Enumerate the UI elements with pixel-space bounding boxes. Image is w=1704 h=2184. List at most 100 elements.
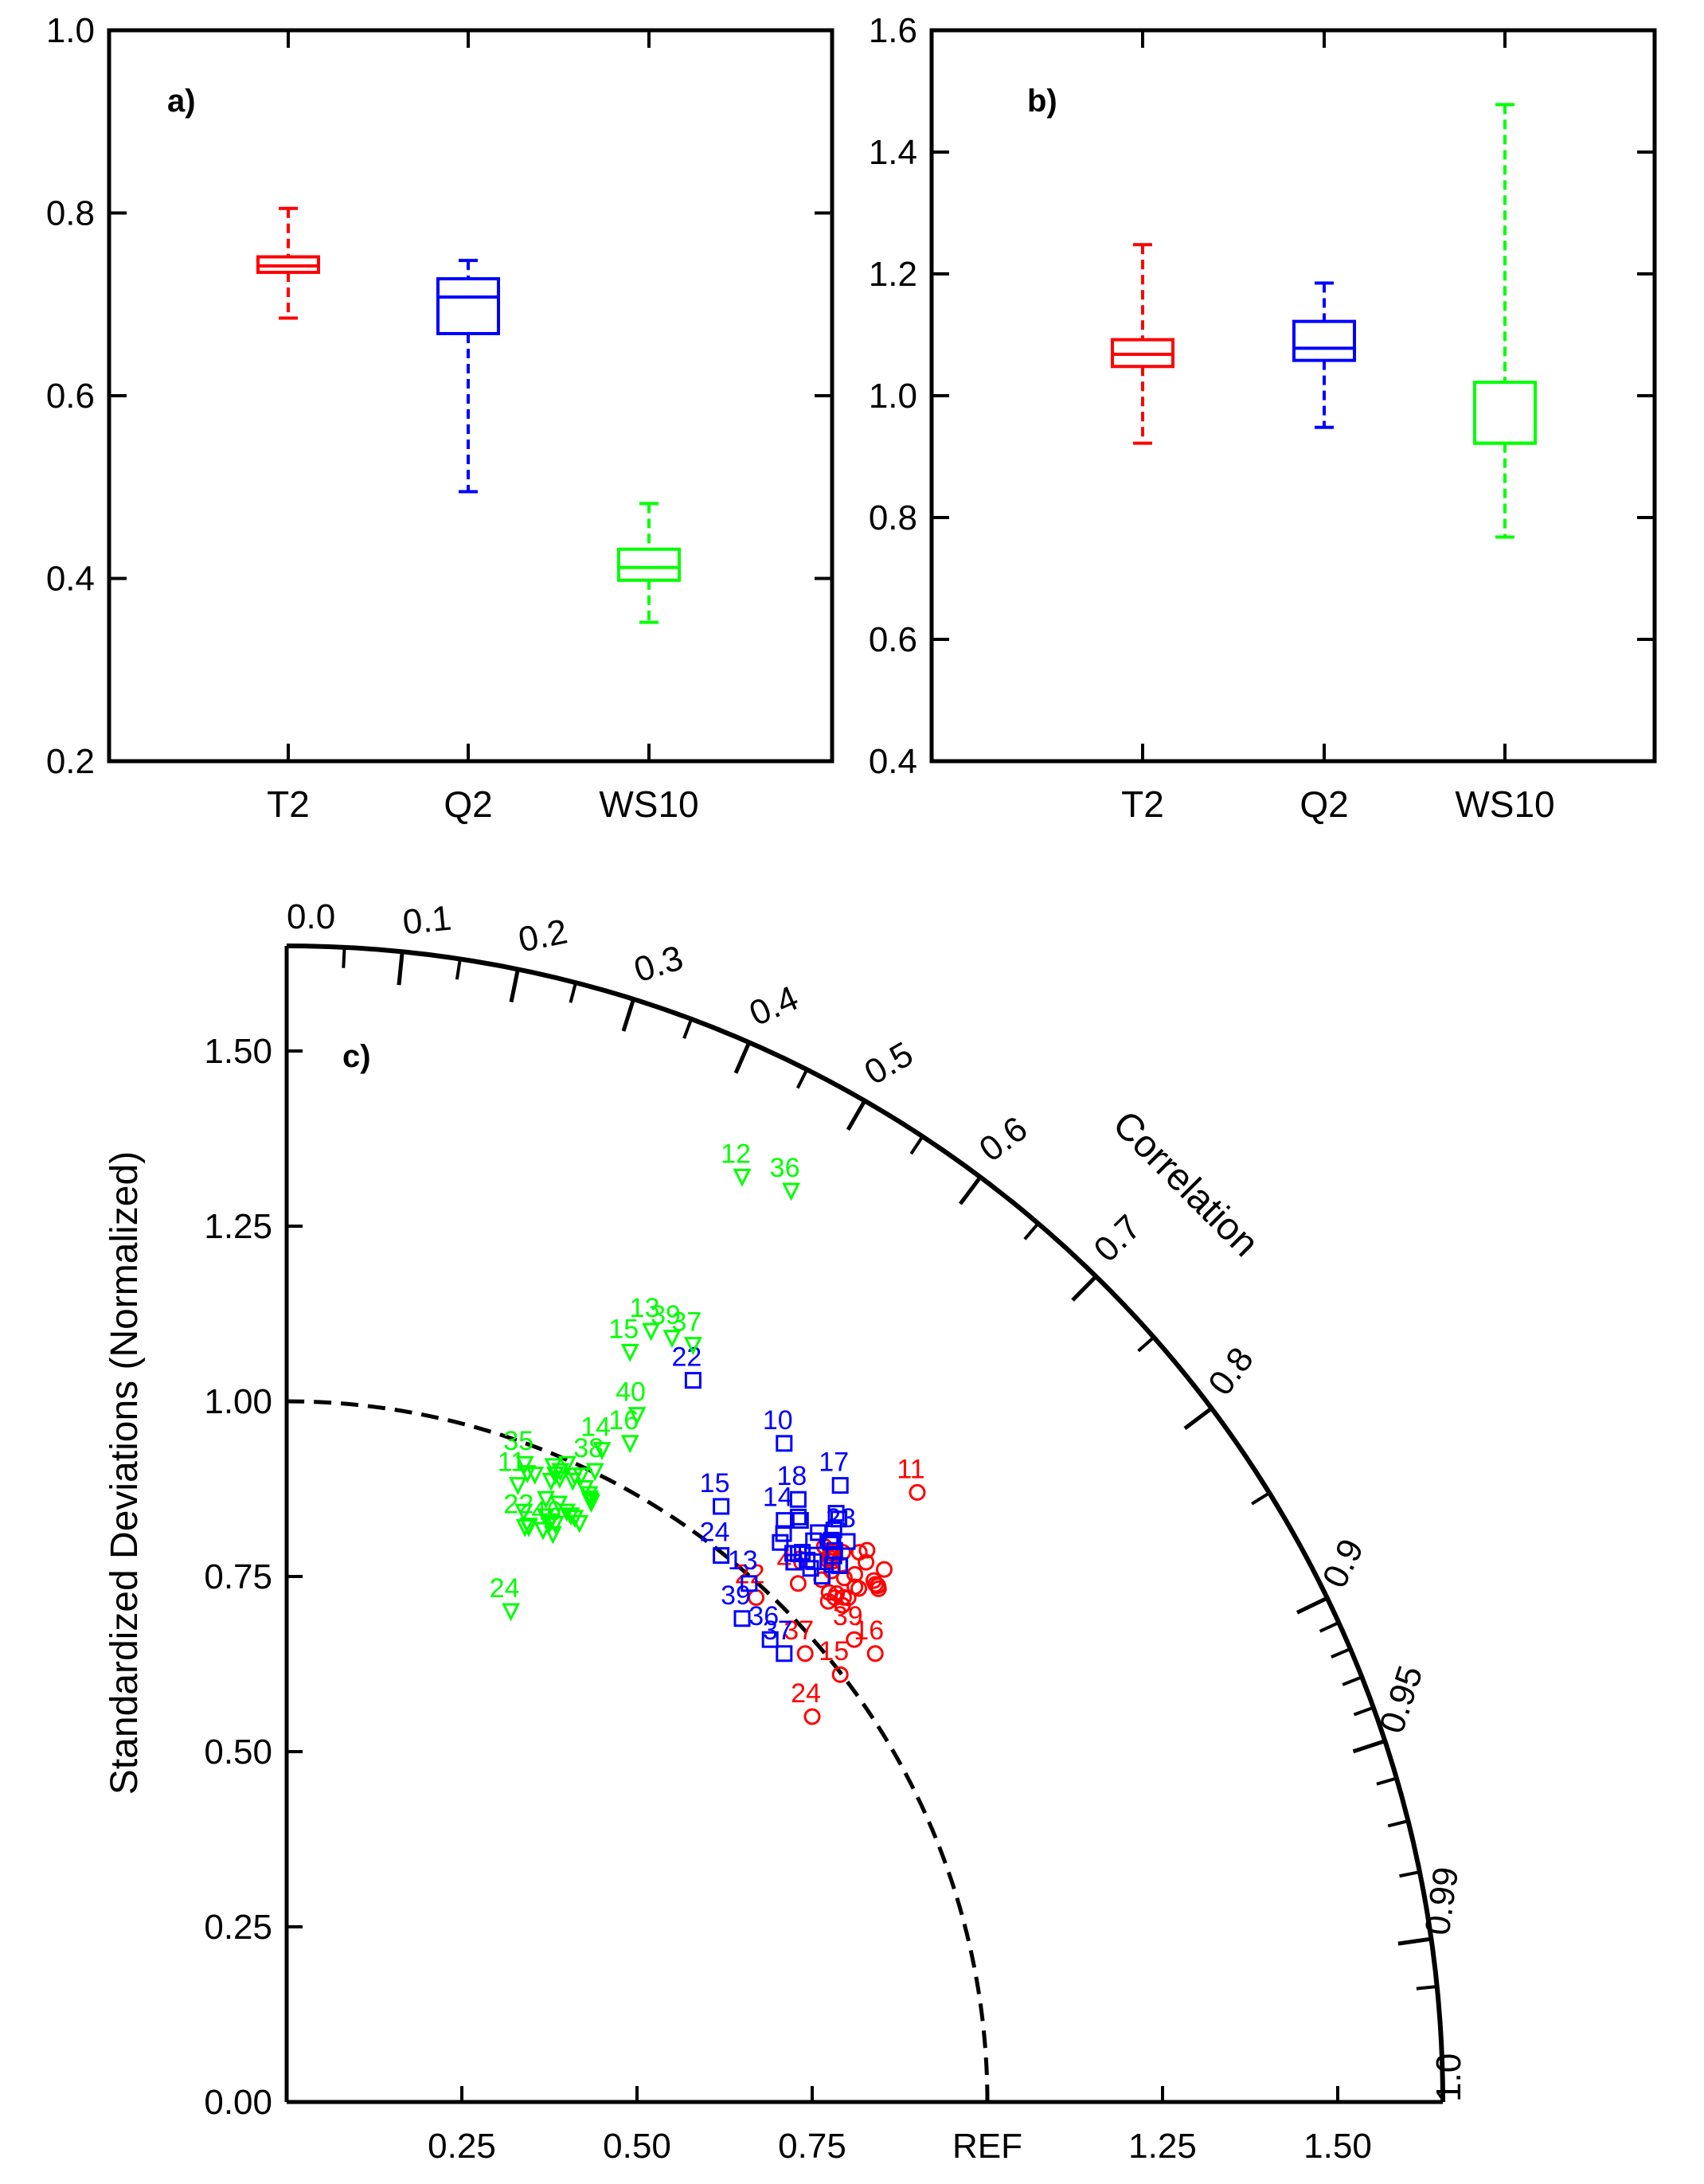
point-label: 39 xyxy=(721,1580,751,1611)
cluster-point xyxy=(831,1557,849,1574)
data-point xyxy=(508,1477,527,1495)
cluster-point xyxy=(549,1495,569,1514)
point-label: 14 xyxy=(763,1483,793,1513)
panel-b-box-plot: b) 0.4 0.6 0.8 1.0 1.2 1.4 1.6 T2 Q2 WS10 xyxy=(869,11,1657,825)
box-t2 xyxy=(1111,243,1174,445)
point-label: 22 xyxy=(735,1559,765,1589)
point-label: 39 xyxy=(833,1601,863,1631)
point-label: 10 xyxy=(763,1405,793,1436)
point-label: 38 xyxy=(573,1433,604,1463)
correlation-label: 1.0 xyxy=(1429,2053,1468,2102)
cluster-point xyxy=(805,1532,823,1549)
cluster-point xyxy=(565,1467,584,1487)
data-point xyxy=(620,1343,639,1362)
correlation-minor-tick xyxy=(682,1018,694,1039)
y-tick-label: 0.8 xyxy=(46,194,95,233)
x-tick-label: 0.75 xyxy=(778,2127,846,2166)
data-point xyxy=(776,1645,793,1662)
cluster-point xyxy=(791,1512,809,1530)
y-tick-label: 0.4 xyxy=(869,742,917,781)
x-category-label: T2 xyxy=(1121,783,1164,825)
y-tick-label: 0.6 xyxy=(46,377,95,416)
cluster-point xyxy=(820,1584,838,1601)
x-tick-label: 1.50 xyxy=(1303,2127,1372,2166)
y-tick-label: 0.6 xyxy=(869,620,917,659)
cluster-point xyxy=(775,1525,792,1542)
cluster-point xyxy=(550,1471,569,1489)
taylor-y-axis-title: Standardized Deviations (Normalized) xyxy=(104,1151,146,1795)
point-label: 22 xyxy=(503,1489,533,1519)
correlation-major-tick xyxy=(1296,1596,1328,1615)
point-label: 16 xyxy=(854,1616,884,1646)
correlation-minor-tick xyxy=(1137,1336,1155,1353)
cluster-point xyxy=(870,1580,887,1597)
data-point xyxy=(642,1323,661,1342)
correlation-minor-tick xyxy=(795,1069,809,1089)
cluster-point xyxy=(846,1565,864,1583)
box-q2 xyxy=(1292,281,1356,429)
point-label: 11 xyxy=(498,1448,526,1478)
x-tick-label: 0.25 xyxy=(428,2127,496,2166)
data-point xyxy=(846,1631,863,1648)
data-point xyxy=(543,1526,562,1545)
cluster-point xyxy=(576,1479,595,1498)
y-tick-label: 1.0 xyxy=(869,377,917,416)
cluster-point xyxy=(526,1467,545,1485)
data-point xyxy=(502,1603,521,1622)
point-label: 24 xyxy=(791,1678,821,1709)
cluster-point xyxy=(582,1494,600,1513)
cluster-point xyxy=(858,1541,876,1559)
cluster-point xyxy=(561,1507,580,1526)
panel-a-box-plot: a) 0.2 0.4 0.6 0.8 1.0 T2 Q2 WS10 xyxy=(46,11,834,825)
point-label: 15 xyxy=(608,1314,639,1344)
data-point xyxy=(713,1547,730,1565)
cluster-point xyxy=(802,1560,819,1577)
cluster-point xyxy=(823,1531,840,1549)
y-tick-label: 0.8 xyxy=(869,498,917,537)
x-tick-label: 1.25 xyxy=(1128,2127,1197,2166)
y-tick-label: 0.2 xyxy=(46,742,95,781)
point-label: 36 xyxy=(748,1601,779,1631)
y-tick-label: 1.2 xyxy=(869,255,917,294)
x-tick-label: REF xyxy=(952,2127,1022,2166)
correlation-minor-tick xyxy=(569,982,577,1003)
x-category-label: WS10 xyxy=(599,783,698,825)
correlation-minor-tick xyxy=(1331,1647,1351,1659)
correlation-major-tick xyxy=(621,998,635,1032)
cluster-point xyxy=(835,1569,853,1587)
point-label: 46 xyxy=(531,1496,561,1526)
point-label: 24 xyxy=(700,1518,730,1548)
y-tick-label: 1.50 xyxy=(204,1032,272,1071)
data-point xyxy=(683,1337,702,1355)
taylor-outer-arc xyxy=(286,944,1445,2103)
x-category-label: Q2 xyxy=(444,783,492,825)
data-point xyxy=(733,1168,752,1187)
correlation-minor-tick xyxy=(342,947,346,968)
y-tick-label: 1.00 xyxy=(204,1382,272,1421)
correlation-major-tick xyxy=(846,1100,867,1131)
point-label: 15 xyxy=(700,1468,730,1498)
point-label: 23 xyxy=(826,1503,856,1533)
correlation-minor-tick xyxy=(1353,1705,1374,1717)
cluster-point xyxy=(565,1510,584,1529)
data-point xyxy=(803,1708,821,1725)
box-t2 xyxy=(256,206,320,320)
point-label: 40 xyxy=(616,1377,646,1408)
point-label: 18 xyxy=(776,1461,807,1491)
data-point xyxy=(789,1491,807,1508)
correlation-major-tick xyxy=(1183,1406,1214,1431)
data-point xyxy=(515,1518,534,1537)
y-tick-label: 1.4 xyxy=(869,133,917,172)
data-point xyxy=(662,1330,682,1349)
data-point xyxy=(515,1455,534,1475)
data-point xyxy=(838,1533,856,1550)
point-label: 16 xyxy=(608,1405,639,1436)
point-label: 37 xyxy=(763,1616,793,1646)
cluster-point xyxy=(794,1544,811,1561)
iqr-box xyxy=(436,277,500,335)
correlation-minor-tick xyxy=(1387,1819,1409,1828)
point-label: 36 xyxy=(770,1153,800,1183)
correlation-label: 0.0 xyxy=(287,897,335,936)
